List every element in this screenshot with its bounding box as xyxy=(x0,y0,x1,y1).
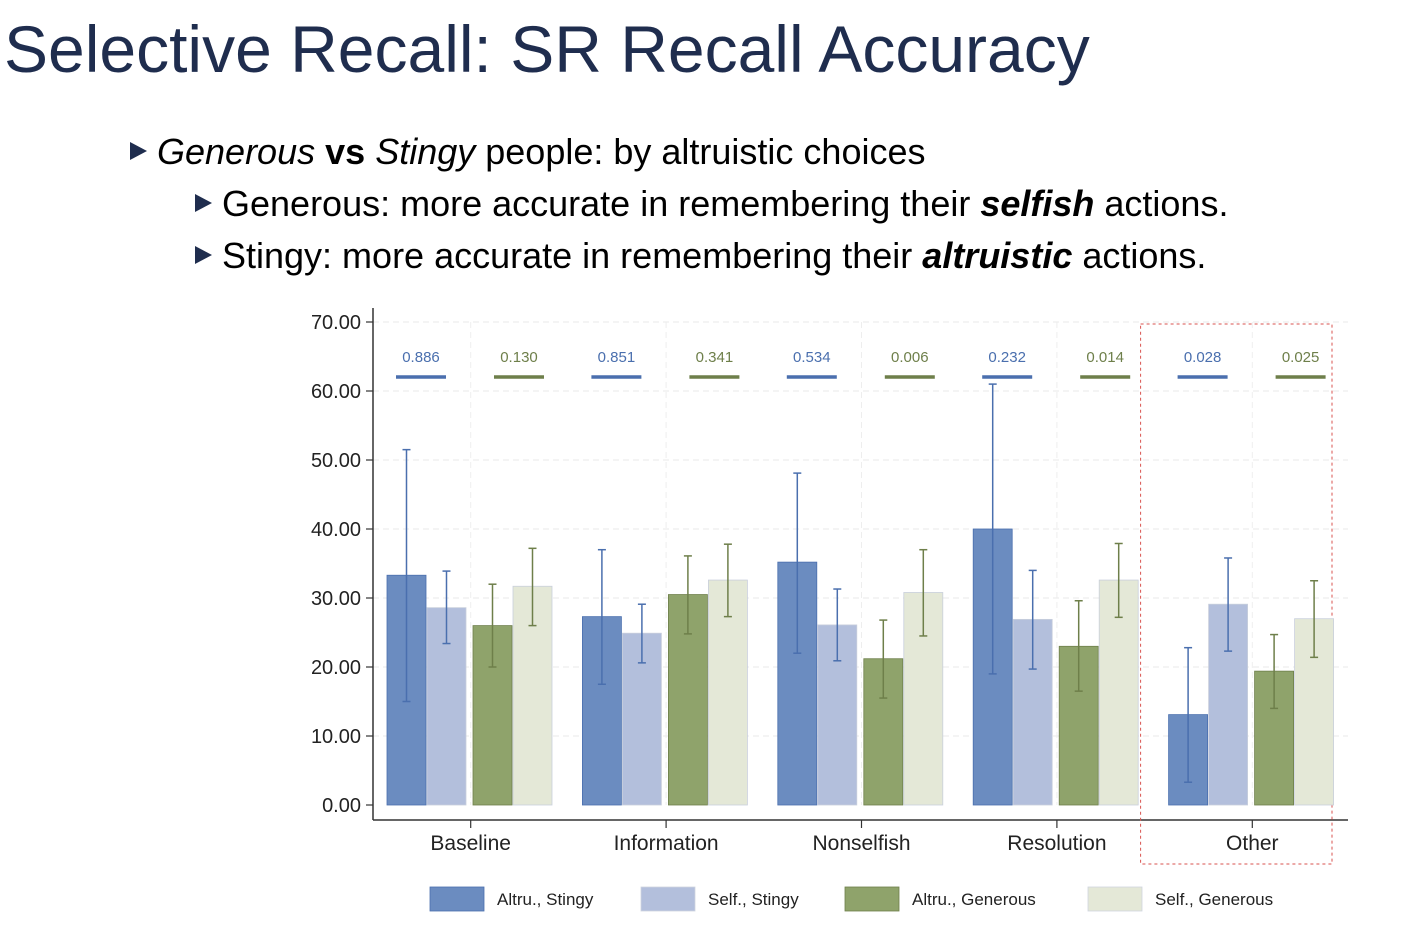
x-tick-label: Information xyxy=(614,832,719,855)
legend-item: Altru., Stingy xyxy=(429,886,594,912)
x-tick-label: Resolution xyxy=(1007,832,1106,855)
legend-label: Altru., Stingy xyxy=(497,890,594,909)
bar-group xyxy=(903,548,944,806)
bar-group xyxy=(863,619,904,806)
bar-group xyxy=(1294,580,1334,806)
bar-group xyxy=(1098,542,1139,806)
bar-group xyxy=(1012,569,1053,806)
p-value-generous: 0.025 xyxy=(1282,349,1320,366)
bar-group xyxy=(622,603,662,806)
p-value-stingy: 0.534 xyxy=(793,349,831,366)
bar-group xyxy=(972,383,1013,806)
p-value-stingy: 0.232 xyxy=(988,349,1026,366)
bar-group xyxy=(386,448,427,806)
y-tick-label: 70.00 xyxy=(311,312,361,334)
triangle-bullet-icon xyxy=(130,142,147,160)
bullet-item-3: Stingy: more accurate in remembering the… xyxy=(195,238,1206,274)
legend-item: Altru., Generous xyxy=(844,886,1036,912)
y-tick-label: 20.00 xyxy=(311,657,361,679)
bullet-item-1: Generous vs Stingy people: by altruistic… xyxy=(130,134,925,170)
bar-group xyxy=(668,555,708,806)
p-value-generous: 0.014 xyxy=(1086,349,1124,366)
y-tick-label: 40.00 xyxy=(311,519,361,541)
legend-label: Self., Generous xyxy=(1155,890,1273,909)
y-tick-label: 0.00 xyxy=(322,795,361,817)
y-tick-label: 60.00 xyxy=(311,381,361,403)
legend-swatch xyxy=(844,886,900,912)
bar-group xyxy=(512,547,553,806)
legend-swatch xyxy=(429,886,485,912)
y-tick-label: 30.00 xyxy=(311,588,361,610)
bar-group xyxy=(1254,633,1294,806)
y-tick-label: 10.00 xyxy=(311,726,361,748)
bar-group xyxy=(817,588,858,806)
triangle-bullet-icon xyxy=(195,194,212,212)
legend-swatch xyxy=(1087,886,1143,912)
legend-item: Self., Stingy xyxy=(640,886,799,912)
bar-group xyxy=(1168,646,1208,806)
bar-group xyxy=(426,570,467,806)
p-value-generous: 0.341 xyxy=(696,349,734,366)
p-value-generous: 0.130 xyxy=(500,349,538,366)
bar-group xyxy=(582,548,622,806)
p-value-generous: 0.006 xyxy=(891,349,929,366)
bar-group xyxy=(1208,557,1248,806)
p-value-stingy: 0.028 xyxy=(1184,349,1222,366)
legend-label: Altru., Generous xyxy=(912,890,1036,909)
bar-group xyxy=(777,472,818,806)
y-tick-label: 50.00 xyxy=(311,450,361,472)
bullet-item-2: Generous: more accurate in remembering t… xyxy=(195,186,1228,222)
legend-swatch xyxy=(640,886,696,912)
slide-title: Selective Recall: SR Recall Accuracy xyxy=(4,12,1090,86)
x-tick-label: Baseline xyxy=(430,832,511,855)
legend-item: Self., Generous xyxy=(1087,886,1273,912)
x-tick-label: Nonselfish xyxy=(812,832,910,855)
p-value-stingy: 0.886 xyxy=(402,349,440,366)
p-value-stingy: 0.851 xyxy=(598,349,636,366)
x-tick-label: Other xyxy=(1226,832,1279,855)
triangle-bullet-icon xyxy=(195,246,212,264)
bar-group xyxy=(1058,600,1099,806)
legend-label: Self., Stingy xyxy=(708,890,799,909)
bar-group xyxy=(708,543,748,806)
bar-group xyxy=(472,583,513,806)
bar xyxy=(708,579,748,806)
